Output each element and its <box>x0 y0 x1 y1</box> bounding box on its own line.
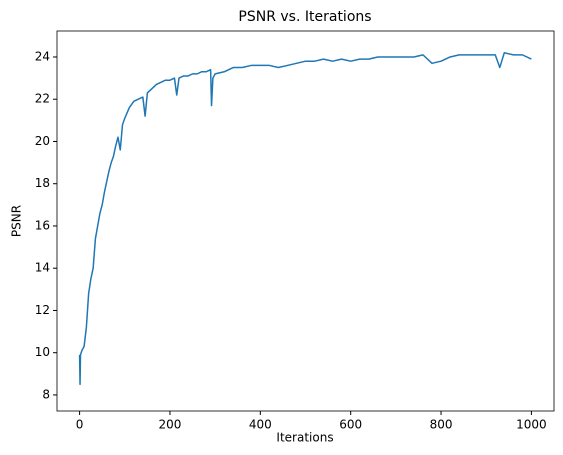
x-tick-label: 200 <box>159 418 182 432</box>
x-tick-label: 0 <box>76 418 84 432</box>
x-tick-label: 1000 <box>516 418 547 432</box>
y-tick-label: 20 <box>35 134 50 148</box>
y-tick-label: 10 <box>35 345 50 359</box>
y-tick-label: 16 <box>35 218 50 232</box>
data-line <box>78 52 532 386</box>
x-tick-label: 400 <box>249 418 272 432</box>
x-tick-label: 800 <box>430 418 453 432</box>
y-axis-label: PSNR <box>10 205 24 237</box>
x-axis-label: Iterations <box>276 431 333 445</box>
y-tick-label: 18 <box>35 176 50 190</box>
y-tick-label: 22 <box>35 92 50 106</box>
y-tick-label: 8 <box>42 387 50 401</box>
x-tick-label: 600 <box>339 418 362 432</box>
y-tick-label: 24 <box>35 49 50 63</box>
plot-frame <box>56 30 555 412</box>
chart-title: PSNR vs. Iterations <box>238 9 371 25</box>
y-tick-label: 14 <box>35 261 50 275</box>
y-tick-label: 12 <box>35 303 50 317</box>
